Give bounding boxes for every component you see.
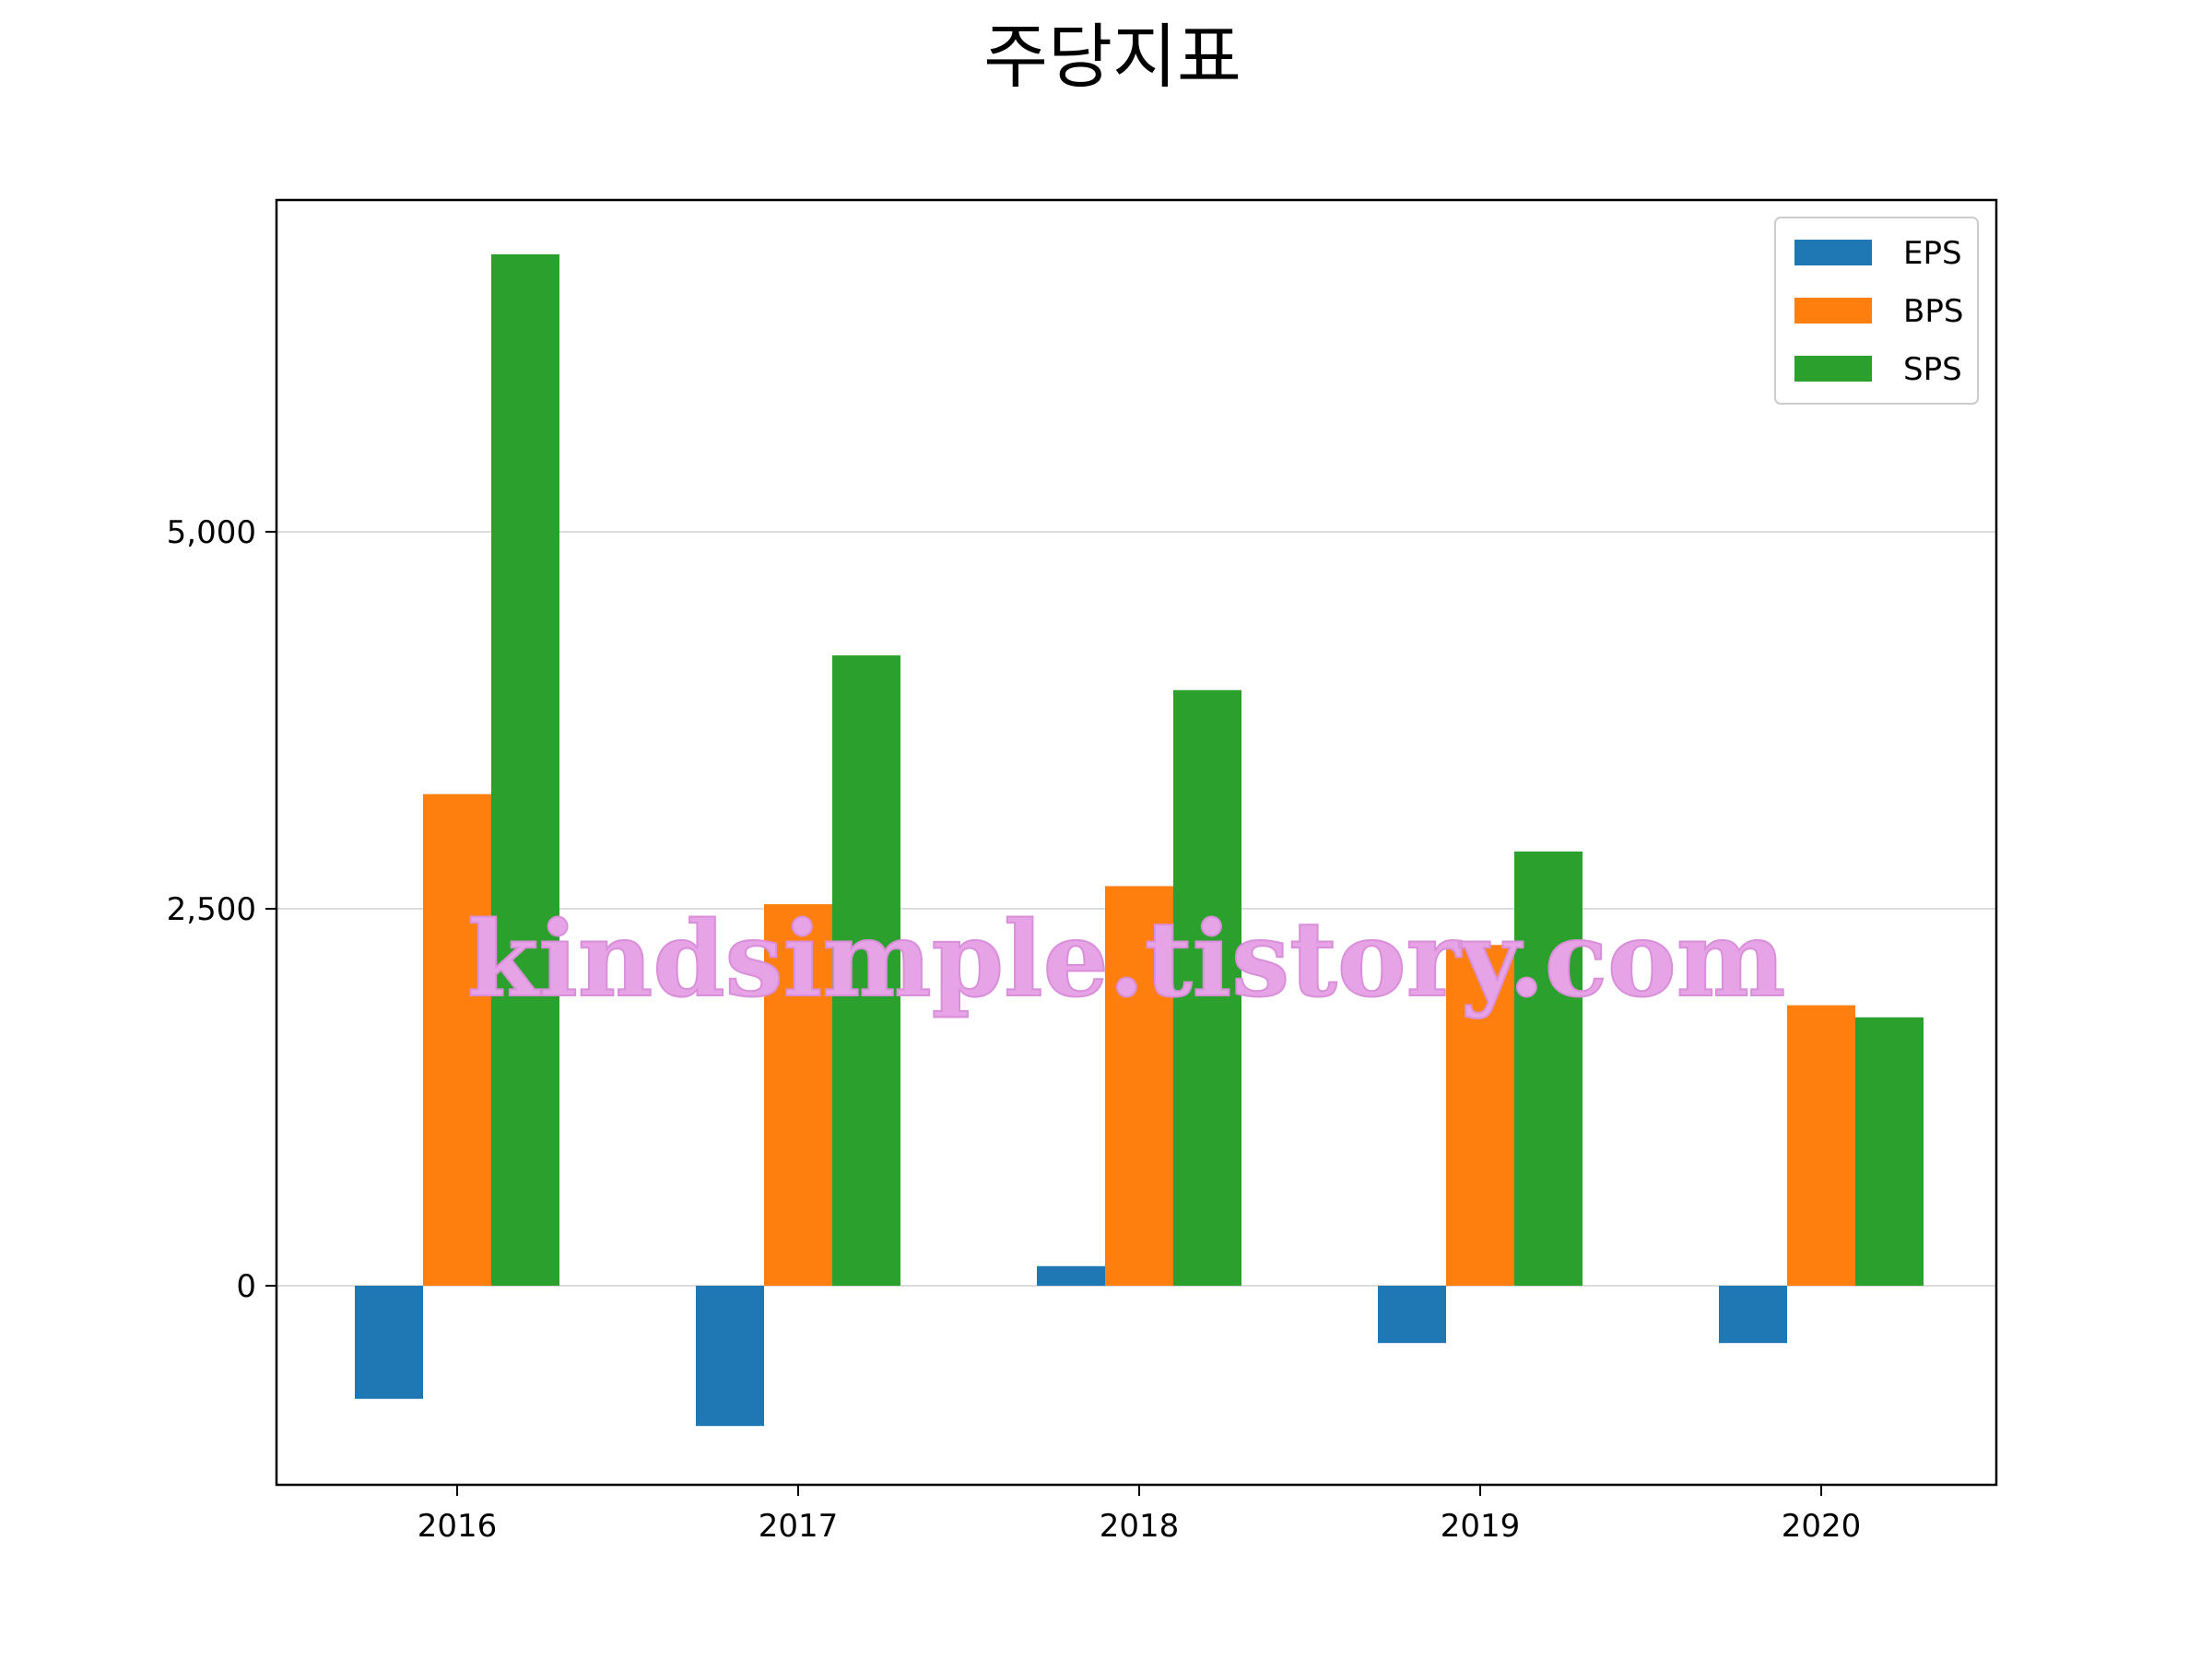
x-tick-label-2019: 2019 — [1441, 1508, 1521, 1545]
bar-sps-2016 — [491, 253, 559, 1287]
x-tick-label-2016: 2016 — [418, 1508, 498, 1545]
watermark: kindsimple.tistory.com — [467, 900, 1786, 1020]
legend-label-sps: SPS — [1903, 351, 1962, 388]
bar-eps-2018 — [1037, 1265, 1105, 1287]
bar-eps-2017 — [696, 1286, 764, 1427]
y-tick-label-0: 0 — [236, 1268, 256, 1305]
legend-label-bps: BPS — [1903, 293, 1963, 330]
chart-title: 주당지표 — [983, 16, 1241, 98]
legend-swatch-bps — [1794, 298, 1872, 324]
bar-bps-2020 — [1787, 1005, 1855, 1287]
bar-sps-2018 — [1173, 689, 1241, 1287]
axes: 0 2,500 5,000 2016 2017 2018 2019 2020 — [167, 514, 1862, 1545]
bar-sps-2020 — [1855, 1017, 1924, 1287]
bar-sps-2019 — [1514, 851, 1583, 1287]
bar-sps-2017 — [832, 655, 900, 1287]
x-tick-label-2020: 2020 — [1782, 1508, 1862, 1545]
bars — [355, 253, 1924, 1427]
legend-swatch-sps — [1794, 356, 1872, 382]
plot-frame — [275, 198, 1998, 1487]
legend-label-eps: EPS — [1903, 235, 1962, 272]
legend: EPS BPS SPS — [1774, 217, 1979, 405]
bar-bps-2018 — [1105, 886, 1173, 1287]
bar-bps-2017 — [764, 904, 832, 1287]
legend-swatch-eps — [1794, 240, 1872, 265]
y-tick-label-1: 2,500 — [167, 891, 256, 928]
x-tick-label-2017: 2017 — [759, 1508, 839, 1545]
bar-bps-2016 — [423, 794, 491, 1287]
bar-eps-2016 — [355, 1286, 423, 1399]
x-tick-label-2018: 2018 — [1100, 1508, 1180, 1545]
bar-bps-2019 — [1446, 945, 1514, 1287]
bar-eps-2019 — [1378, 1286, 1446, 1344]
bar-eps-2020 — [1719, 1286, 1787, 1344]
legend-entries: EPS BPS SPS — [1794, 235, 1963, 388]
y-tick-label-2: 5,000 — [167, 514, 256, 551]
